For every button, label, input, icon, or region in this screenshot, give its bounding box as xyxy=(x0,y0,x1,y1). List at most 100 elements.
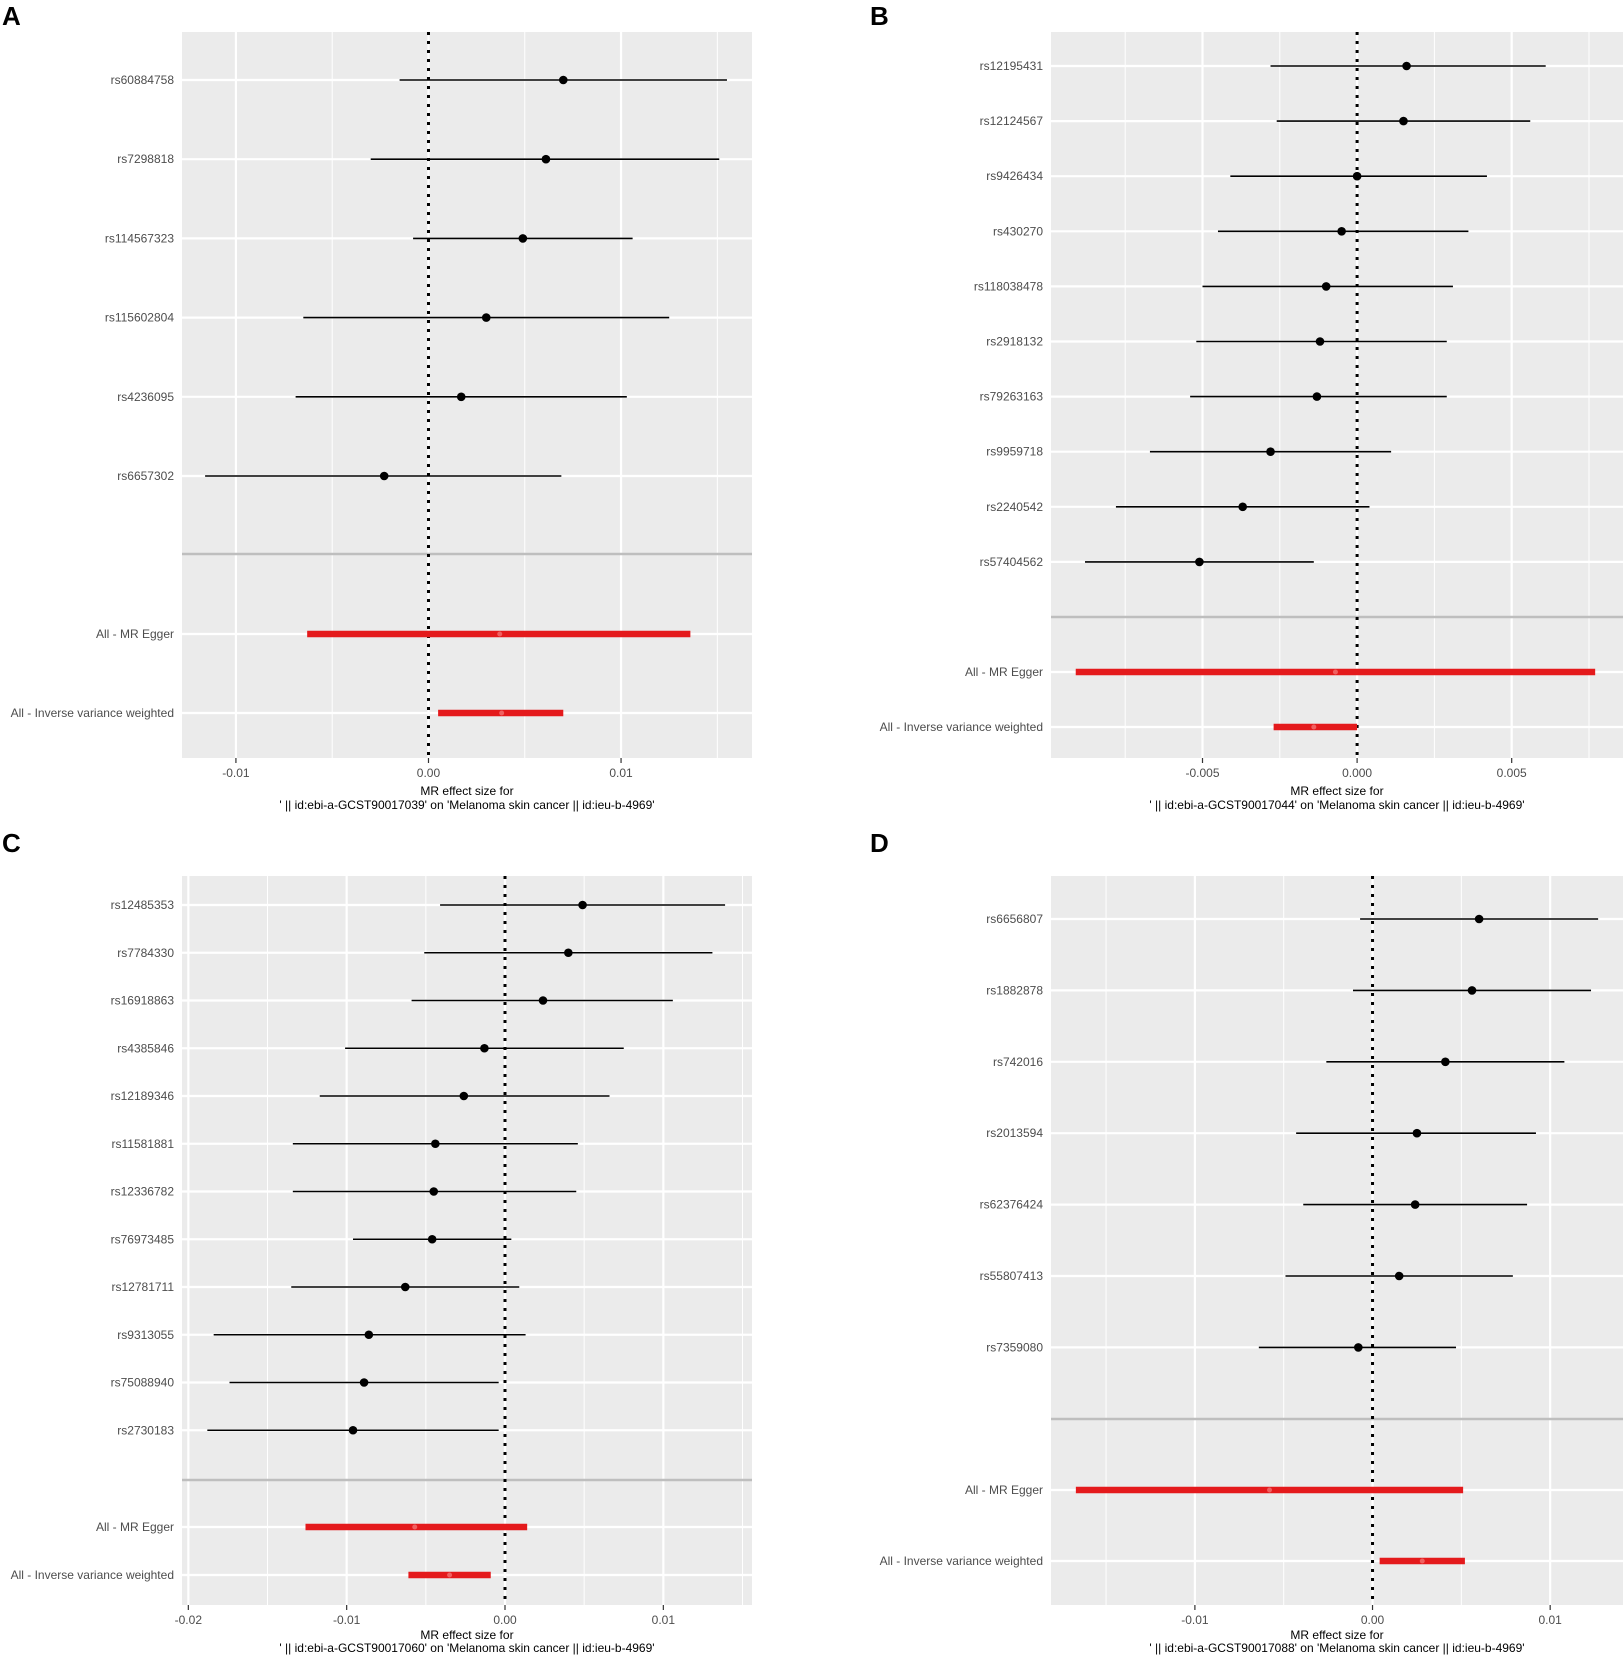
snp-point xyxy=(1467,986,1477,995)
summary-point xyxy=(499,710,505,716)
x-axis-subtitle: ' || id:ebi-a-GCST90017088' on 'Melanoma… xyxy=(1149,1641,1524,1655)
x-tick-label: -0.005 xyxy=(1185,766,1219,780)
panel-letter: A xyxy=(2,1,21,31)
snp-label: rs12781711 xyxy=(112,1280,175,1294)
snp-point xyxy=(480,1043,489,1053)
summary-point xyxy=(1266,1487,1272,1493)
snp-label: rs9959718 xyxy=(986,445,1043,459)
x-axis-subtitle: ' || id:ebi-a-GCST90017039' on 'Melanoma… xyxy=(279,798,654,812)
snp-label: rs9313055 xyxy=(117,1328,174,1342)
snp-label: rs12195431 xyxy=(980,59,1044,73)
summary-point xyxy=(497,631,503,637)
snp-point xyxy=(364,1330,374,1340)
plot-background xyxy=(1051,32,1623,758)
snp-point xyxy=(429,1187,439,1196)
x-axis-title: MR effect size for xyxy=(420,1628,513,1642)
snp-point xyxy=(538,996,548,1005)
snp-label: rs76973485 xyxy=(111,1232,175,1246)
snp-point xyxy=(459,1091,469,1101)
snp-label: rs114567323 xyxy=(105,231,174,245)
summary-label: All - MR Egger xyxy=(965,665,1043,679)
snp-label: rs12124567 xyxy=(980,114,1044,128)
snp-point xyxy=(359,1378,369,1387)
snp-point xyxy=(1238,502,1247,512)
snp-label: rs11581881 xyxy=(112,1137,175,1151)
snp-point xyxy=(1337,227,1346,236)
snp-label: rs118038478 xyxy=(974,279,1043,293)
x-axis-title: MR effect size for xyxy=(1290,784,1383,798)
summary-label: All - MR Egger xyxy=(965,1483,1043,1497)
x-tick-label: 0.00 xyxy=(417,766,441,780)
snp-point xyxy=(1321,282,1331,291)
summary-label: All - Inverse variance weighted xyxy=(11,706,174,720)
snp-point xyxy=(481,313,491,322)
panel-letter: B xyxy=(870,1,889,31)
snp-label: rs430270 xyxy=(993,224,1043,238)
snp-point xyxy=(431,1139,440,1149)
snp-point xyxy=(1412,1128,1422,1138)
snp-point xyxy=(558,75,568,85)
snp-label: rs2918132 xyxy=(986,335,1043,349)
snp-label: rs4385846 xyxy=(117,1041,174,1055)
snp-label: rs7784330 xyxy=(117,946,174,960)
summary-label: All - MR Egger xyxy=(96,1520,174,1534)
plot-background xyxy=(1051,876,1623,1605)
x-axis-subtitle: ' || id:ebi-a-GCST90017060' on 'Melanoma… xyxy=(279,1641,654,1655)
snp-point xyxy=(1399,116,1408,126)
summary-point xyxy=(1419,1558,1425,1564)
x-tick-label: 0.01 xyxy=(609,766,633,780)
snp-point xyxy=(1394,1271,1404,1281)
x-tick-label: 0.000 xyxy=(1342,766,1372,780)
snp-label: rs12189346 xyxy=(111,1089,175,1103)
snp-point xyxy=(1352,171,1362,181)
panel-letter: C xyxy=(2,828,21,858)
snp-label: rs7298818 xyxy=(117,152,174,166)
snp-point xyxy=(1410,1200,1420,1209)
x-axis-subtitle: ' || id:ebi-a-GCST90017044' on 'Melanoma… xyxy=(1149,798,1524,812)
summary-point xyxy=(1311,724,1317,730)
x-tick-label: 0.00 xyxy=(493,1613,517,1627)
snp-point xyxy=(456,392,466,402)
snp-point xyxy=(1312,392,1322,401)
plot-background xyxy=(182,876,752,1605)
summary-label: All - Inverse variance weighted xyxy=(880,1554,1043,1568)
x-tick-label: 0.00 xyxy=(1361,1613,1385,1627)
snp-point xyxy=(1315,337,1325,346)
x-tick-label: -0.01 xyxy=(333,1613,361,1627)
summary-label: All - MR Egger xyxy=(96,627,174,641)
snp-point xyxy=(379,471,389,481)
snp-label: rs57404562 xyxy=(980,555,1044,569)
snp-label: rs9426434 xyxy=(986,169,1043,183)
snp-label: rs2013594 xyxy=(986,1126,1043,1140)
snp-point xyxy=(518,234,528,243)
snp-point xyxy=(1441,1057,1450,1067)
snp-label: rs4236095 xyxy=(117,390,174,404)
snp-label: rs12336782 xyxy=(111,1185,175,1199)
snp-point xyxy=(1474,914,1484,924)
snp-point xyxy=(564,948,573,958)
snp-label: rs7359080 xyxy=(986,1340,1043,1354)
snp-label: rs6657302 xyxy=(117,469,174,483)
snp-label: rs12485353 xyxy=(111,898,175,912)
x-tick-label: -0.01 xyxy=(1181,1613,1209,1627)
x-axis-title: MR effect size for xyxy=(1290,1628,1383,1642)
snp-point xyxy=(400,1282,410,1292)
snp-point xyxy=(1354,1343,1363,1352)
snp-point xyxy=(578,900,587,910)
snp-label: rs2730183 xyxy=(117,1423,174,1437)
snp-point xyxy=(427,1234,437,1244)
summary-label: All - Inverse variance weighted xyxy=(11,1568,174,1582)
summary-point xyxy=(412,1524,418,1530)
snp-label: rs16918863 xyxy=(111,994,175,1008)
snp-label: rs115602804 xyxy=(105,311,174,325)
summary-point xyxy=(1332,669,1338,675)
x-tick-label: 0.01 xyxy=(652,1613,676,1627)
snp-label: rs79263163 xyxy=(980,390,1044,404)
snp-point xyxy=(1402,61,1411,71)
snp-label: rs742016 xyxy=(993,1055,1043,1069)
x-tick-label: -0.02 xyxy=(175,1613,203,1627)
